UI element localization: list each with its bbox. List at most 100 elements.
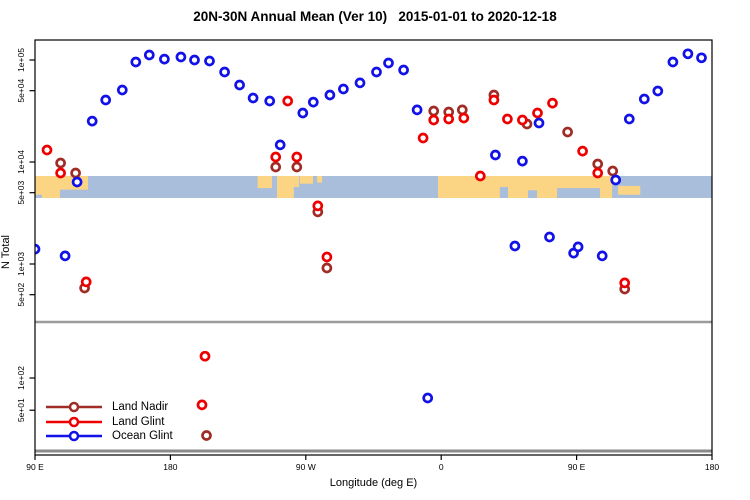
x-axis-title: Longitude (deg E) <box>329 477 418 489</box>
data-point <box>638 93 650 105</box>
land-patch <box>257 176 272 189</box>
data-point <box>456 104 468 116</box>
y-tick-label: 1e+05 <box>16 48 26 72</box>
data-point <box>274 139 286 151</box>
water-patch <box>557 188 601 198</box>
data-point <box>652 85 664 97</box>
data-point <box>196 399 208 411</box>
data-point <box>175 51 187 63</box>
data-point <box>70 167 81 179</box>
data-point <box>291 161 303 173</box>
data-point <box>338 83 349 95</box>
data-point <box>35 243 41 255</box>
legend: Land Nadir Land Glint Ocean Glint <box>44 400 173 444</box>
data-point <box>143 49 155 61</box>
data-point <box>71 176 83 188</box>
data-point <box>59 250 71 262</box>
data-point <box>219 66 230 78</box>
data-point <box>270 161 282 173</box>
data-point <box>547 97 558 109</box>
data-point <box>517 155 528 167</box>
data-point <box>354 77 366 89</box>
data-point <box>55 167 66 179</box>
x-tick-label: 180 <box>163 462 177 472</box>
legend-item-land-nadir: Land Nadir <box>44 400 173 415</box>
data-point <box>592 158 604 170</box>
data-point <box>509 240 521 252</box>
legend-label: Ocean Glint <box>112 430 173 443</box>
y-tick-label: 1e+02 <box>16 366 26 390</box>
data-point <box>502 113 513 125</box>
data-point <box>417 132 429 144</box>
data-point <box>619 277 631 289</box>
data-point <box>490 149 501 161</box>
data-point <box>199 350 211 362</box>
data-point <box>41 144 53 156</box>
data-point <box>422 392 434 404</box>
data-point <box>270 151 282 163</box>
data-point <box>383 57 394 69</box>
data-point <box>544 231 555 243</box>
y-tick-label: 1e+04 <box>16 150 26 174</box>
data-point <box>297 107 309 119</box>
land-patch <box>277 176 300 198</box>
map-band <box>35 176 712 198</box>
land-patch <box>299 176 314 184</box>
data-point <box>86 115 98 127</box>
data-point <box>577 145 588 157</box>
x-tick-label: 0 <box>439 462 444 472</box>
y-tick-label: 5e+04 <box>16 78 26 102</box>
data-point <box>189 54 200 66</box>
x-tick-label: 90 E <box>26 462 44 472</box>
plot-border <box>34 39 713 456</box>
data-point <box>282 95 294 107</box>
legend-label: Land Nadir <box>112 401 169 414</box>
y-tick-label: 5e+03 <box>16 180 26 204</box>
data-point <box>572 241 584 253</box>
data-point <box>398 64 409 76</box>
legend-label: Land Glint <box>112 415 165 428</box>
data-point <box>321 262 333 274</box>
data-point <box>667 56 679 68</box>
water-patch <box>528 190 538 198</box>
data-point <box>247 92 259 104</box>
chart-title: 20N-30N Annual Mean (Ver 10) 2015-01-01 … <box>193 9 557 24</box>
data-point <box>204 55 215 67</box>
data-point <box>291 151 303 163</box>
data-point <box>696 52 707 64</box>
data-point <box>116 84 128 96</box>
x-tick-label: 90 W <box>296 462 316 472</box>
data-point <box>55 157 66 169</box>
data-point <box>312 200 324 212</box>
land-nadir-marker-icon <box>46 402 102 413</box>
data-point <box>443 113 455 125</box>
water-patch <box>499 187 508 198</box>
data-point <box>201 430 212 441</box>
y-tick-label: 5e+02 <box>16 282 26 306</box>
data-point <box>324 89 336 101</box>
data-point <box>474 170 486 182</box>
land-patch <box>618 185 641 195</box>
data-point <box>488 94 500 106</box>
data-point <box>623 113 635 125</box>
x-tick-label: 180 <box>705 462 719 472</box>
plot-area <box>35 48 712 441</box>
data-point <box>159 53 170 65</box>
water-patch <box>59 189 88 198</box>
legend-item-ocean-glint: Ocean Glint <box>44 429 173 444</box>
data-point <box>80 276 92 288</box>
data-point <box>682 48 694 60</box>
data-point <box>562 126 573 138</box>
data-point <box>130 56 142 68</box>
data-point <box>100 94 112 106</box>
data-point <box>517 114 528 126</box>
data-point <box>428 105 440 117</box>
data-point <box>610 174 622 186</box>
data-point <box>307 96 319 108</box>
series-land-nadir <box>55 89 631 441</box>
water-patch <box>293 187 300 198</box>
y-tick-label: 5e+01 <box>16 398 26 422</box>
ocean-glint-marker-icon <box>46 431 102 442</box>
data-point <box>596 250 608 262</box>
